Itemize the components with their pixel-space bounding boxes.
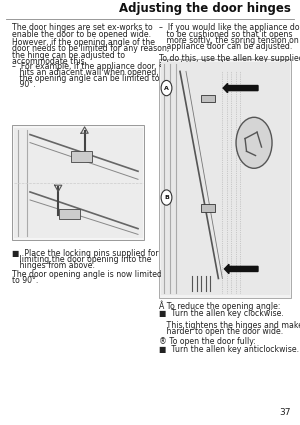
Text: harder to open the door wide.: harder to open the door wide. xyxy=(159,327,283,336)
Text: The door hinges are set ex-works to: The door hinges are set ex-works to xyxy=(12,23,153,32)
Circle shape xyxy=(161,190,172,205)
Text: more softly, the spring tension on the: more softly, the spring tension on the xyxy=(159,36,300,45)
Text: ■  Turn the allen key clockwise.: ■ Turn the allen key clockwise. xyxy=(159,309,284,318)
Text: ■  Place the locking pins supplied for: ■ Place the locking pins supplied for xyxy=(12,249,158,258)
Text: To do this, use the allen key supplied to: To do this, use the allen key supplied t… xyxy=(159,54,300,63)
Text: 90°.: 90°. xyxy=(12,80,36,89)
FancyArrow shape xyxy=(223,83,258,93)
Bar xyxy=(159,60,291,298)
Text: –  If you would like the appliance door: – If you would like the appliance door xyxy=(159,23,300,32)
Bar xyxy=(201,204,215,212)
Circle shape xyxy=(236,117,272,168)
Text: accommodate this.: accommodate this. xyxy=(12,57,87,66)
FancyArrow shape xyxy=(224,264,258,274)
Bar xyxy=(14,128,142,238)
Text: ® To open the door fully:: ® To open the door fully: xyxy=(159,337,256,346)
Text: –  For example, if the appliance door: – For example, if the appliance door xyxy=(12,62,155,71)
Text: A: A xyxy=(164,85,169,91)
Text: the hinge can be adjusted to: the hinge can be adjusted to xyxy=(12,51,125,60)
Text: to be cushioned so that it opens: to be cushioned so that it opens xyxy=(159,30,292,39)
Text: However, if the opening angle of the: However, if the opening angle of the xyxy=(12,38,155,47)
Text: Â To reduce the opening angle:: Â To reduce the opening angle: xyxy=(159,301,280,312)
Text: adjust the door hinges.: adjust the door hinges. xyxy=(159,60,250,69)
Text: limiting the door opening into the: limiting the door opening into the xyxy=(12,255,152,264)
Text: appliance door can be adjusted.: appliance door can be adjusted. xyxy=(159,42,292,51)
Text: Adjusting the door hinges: Adjusting the door hinges xyxy=(119,2,291,15)
Text: the opening angle can be limited to: the opening angle can be limited to xyxy=(12,74,160,83)
Text: The door opening angle is now limited: The door opening angle is now limited xyxy=(12,270,162,279)
Bar xyxy=(160,62,290,295)
Text: ■  Turn the allen key anticlockwise.: ■ Turn the allen key anticlockwise. xyxy=(159,345,299,354)
Bar xyxy=(59,209,80,219)
Circle shape xyxy=(161,80,172,96)
Bar xyxy=(12,125,144,240)
Text: hinges from above.: hinges from above. xyxy=(12,261,95,270)
Text: This tightens the hinges and makes it: This tightens the hinges and makes it xyxy=(159,321,300,330)
Text: enable the door to be opened wide.: enable the door to be opened wide. xyxy=(12,30,151,39)
Text: hits an adjacent wall when opened,: hits an adjacent wall when opened, xyxy=(12,68,159,77)
Text: 37: 37 xyxy=(280,408,291,417)
Text: to 90°.: to 90°. xyxy=(12,276,38,285)
Bar xyxy=(201,95,215,102)
Text: door needs to be limited for any reason,: door needs to be limited for any reason, xyxy=(12,45,169,54)
Text: B: B xyxy=(164,195,169,200)
Bar xyxy=(71,151,92,162)
